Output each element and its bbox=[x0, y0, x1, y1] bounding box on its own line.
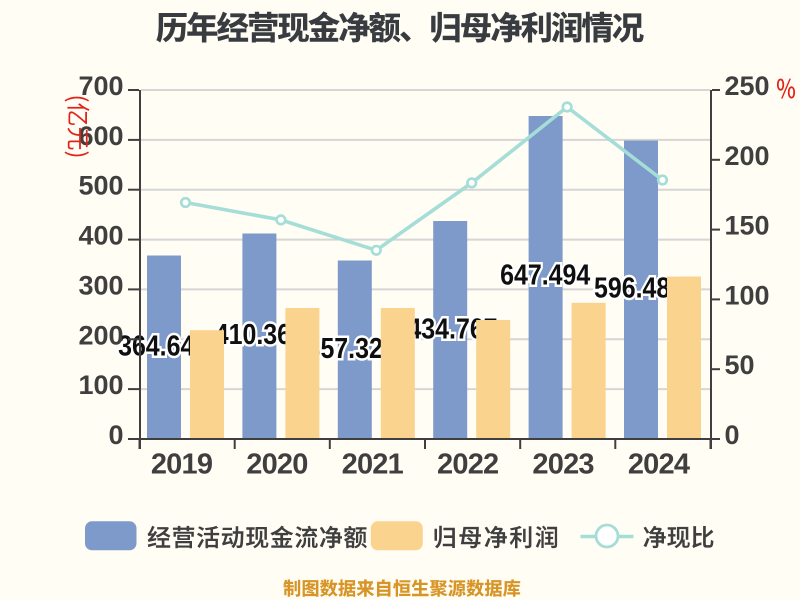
svg-text:250: 250 bbox=[725, 71, 770, 101]
svg-text:0: 0 bbox=[725, 420, 740, 450]
svg-text:0: 0 bbox=[108, 420, 123, 450]
svg-text:100: 100 bbox=[725, 280, 770, 310]
svg-text:2020: 2020 bbox=[246, 449, 307, 481]
svg-text:200: 200 bbox=[725, 141, 770, 171]
svg-text:2021: 2021 bbox=[342, 449, 404, 481]
svg-text:150: 150 bbox=[725, 211, 770, 241]
svg-text:400: 400 bbox=[78, 221, 123, 251]
svg-text:600: 600 bbox=[78, 121, 123, 151]
svg-text:500: 500 bbox=[78, 171, 123, 201]
svg-text:300: 300 bbox=[78, 270, 123, 300]
svg-text:50: 50 bbox=[725, 350, 755, 380]
svg-text:2019: 2019 bbox=[151, 449, 213, 481]
svg-text:647.494: 647.494 bbox=[500, 259, 590, 291]
svg-text:2024: 2024 bbox=[628, 449, 690, 481]
svg-text:410.36: 410.36 bbox=[215, 318, 291, 350]
svg-text:200: 200 bbox=[78, 320, 123, 350]
svg-text:364.64: 364.64 bbox=[118, 330, 194, 362]
svg-text:100: 100 bbox=[78, 370, 123, 400]
svg-text:2023: 2023 bbox=[532, 449, 594, 481]
svg-text:700: 700 bbox=[78, 71, 123, 101]
svg-text:2022: 2022 bbox=[437, 449, 498, 481]
